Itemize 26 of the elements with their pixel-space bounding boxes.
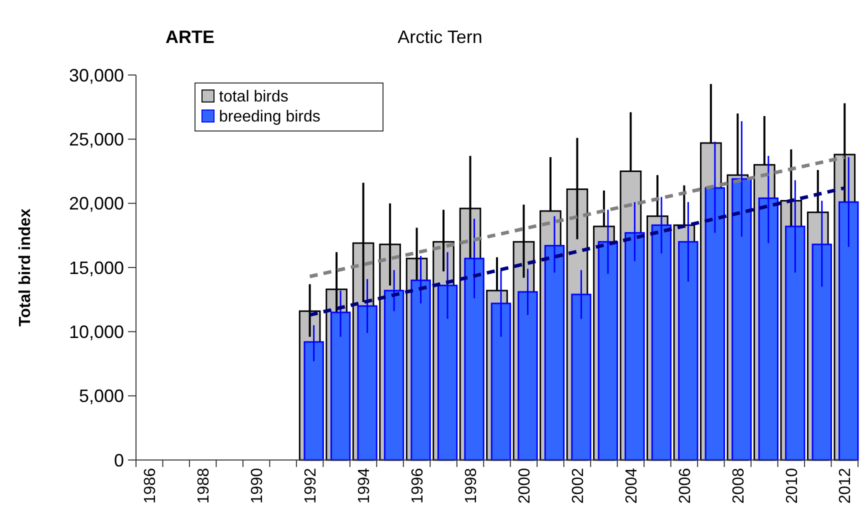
legend-label: breeding birds [219, 108, 320, 126]
chart-subtitle: Arctic Tern [398, 27, 482, 47]
y-axis-title: Total bird index [17, 208, 34, 326]
y-tick-label: 30,000 [68, 65, 124, 86]
legend-label: total birds [219, 88, 288, 106]
x-tick-label: 2010 [784, 468, 801, 504]
x-tick-label: 2012 [837, 468, 854, 504]
x-tick-label: 2004 [623, 468, 640, 504]
y-tick-label: 20,000 [68, 194, 124, 214]
chart-title: ARTE [166, 27, 214, 47]
x-tick-label: 2008 [730, 468, 748, 504]
y-tick-label: 15,000 [68, 258, 124, 278]
y-tick-label: 0 [114, 450, 124, 470]
x-tick-label: 2002 [570, 468, 587, 504]
x-tick-label: 1986 [142, 468, 159, 504]
x-tick-label: 1996 [409, 468, 426, 504]
x-tick-label: 1994 [356, 468, 373, 504]
x-tick-label: 1988 [195, 468, 212, 504]
x-tick-label: 2006 [676, 468, 694, 504]
x-tick-label: 1992 [302, 468, 320, 504]
x-tick-label: 2000 [516, 468, 534, 504]
x-tick-label: 1998 [462, 468, 480, 504]
y-tick-label: 10,000 [68, 322, 124, 342]
y-tick-label: 5,000 [78, 386, 124, 406]
x-tick-label: 1990 [248, 468, 266, 504]
y-tick-label: 25,000 [68, 129, 124, 150]
